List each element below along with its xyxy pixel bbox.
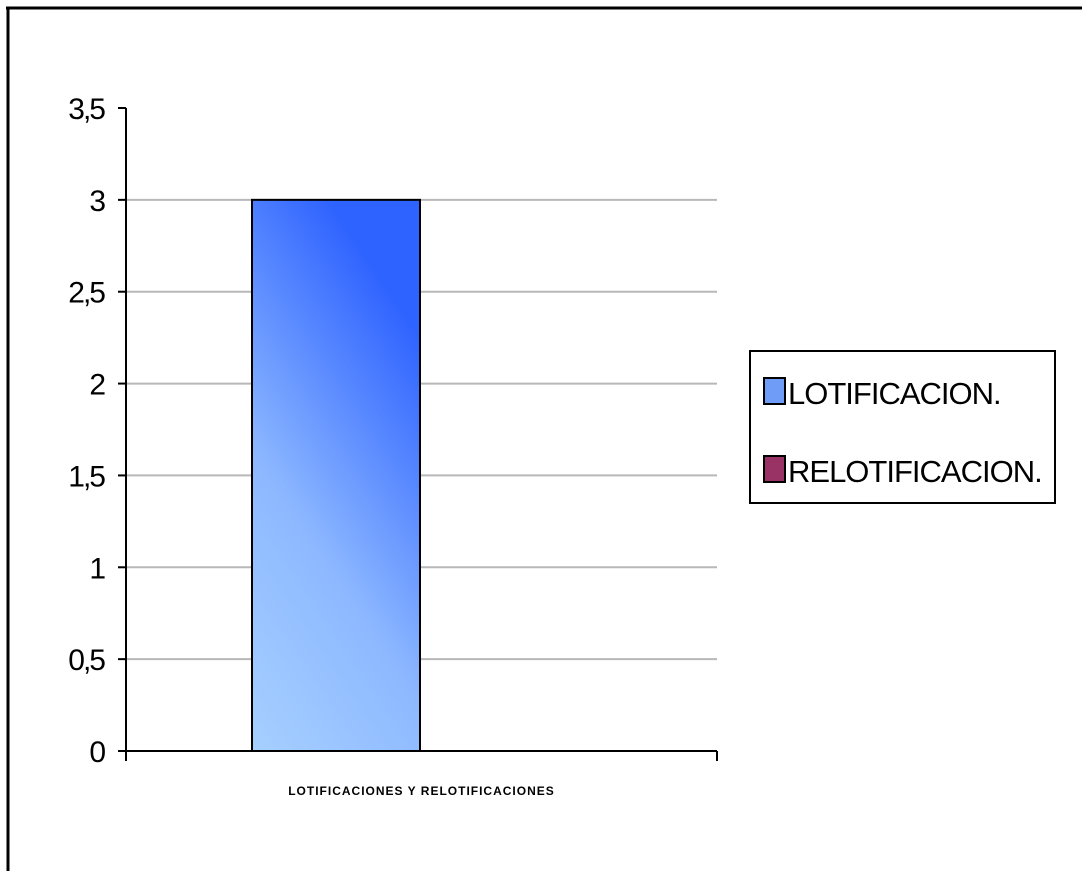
y-tick-labels: 0 0,5 1 1,5 2 2,5 3 3,5 [68,93,107,769]
legend-label-relotificacion: RELOTIFICACION. [788,454,1042,489]
y-tick-label: 1 [89,552,105,585]
y-tick-label: 0,5 [68,644,105,677]
x-category-label: LOTIFICACIONES Y RELOTIFICACIONES [288,784,555,798]
y-tick-label: 2 [89,369,105,402]
axes [118,107,718,761]
legend-box [749,350,1056,504]
gridlines [126,198,717,661]
legend: LOTIFICACION. RELOTIFICACION. [749,350,1056,504]
x-category-labels: LOTIFICACIONES Y RELOTIFICACIONES [288,784,555,798]
y-tick-label: 0 [89,736,105,769]
bars [251,198,421,753]
bar-lotificacion [251,198,421,753]
y-tick-label: 3,5 [68,93,105,126]
legend-label-lotificacion: LOTIFICACION. [788,376,1001,411]
y-tick-label: 2,5 [68,277,105,310]
y-tick-label: 1,5 [68,460,105,493]
legend-swatch-lotificacion [763,377,786,405]
legend-swatch-relotificacion [763,455,786,483]
y-tick-label: 3 [89,185,105,218]
